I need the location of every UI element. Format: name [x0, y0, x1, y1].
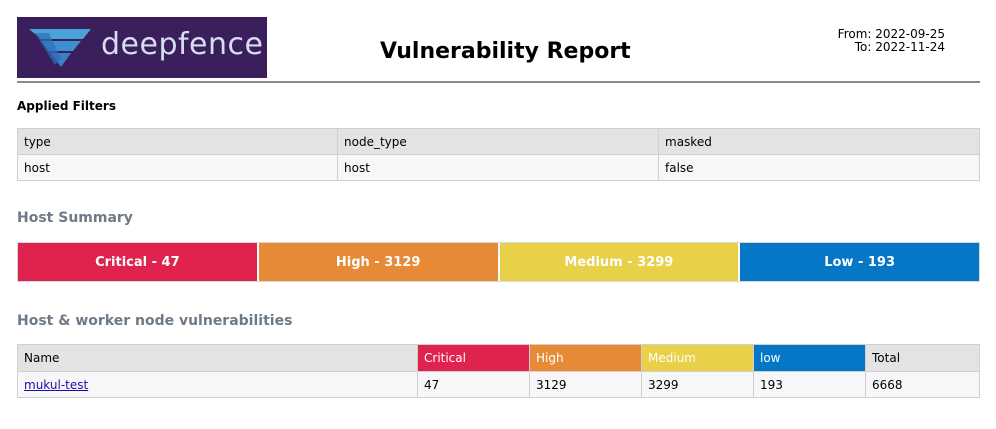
- col-low: low: [753, 344, 866, 372]
- col-critical: Critical: [417, 344, 530, 372]
- applied-filters-heading: Applied Filters: [17, 99, 116, 113]
- summary-low: Low - 193: [740, 243, 979, 281]
- low-count: 193: [753, 371, 866, 398]
- logo-text: deepfence: [101, 27, 264, 62]
- col-total: Total: [865, 344, 980, 372]
- node-vulnerabilities-table: Name Critical High Medium low Total muku…: [17, 344, 980, 398]
- node-vulnerabilities-heading: Host & worker node vulnerabilities: [17, 313, 293, 329]
- critical-count: 47: [417, 371, 530, 398]
- summary-medium: Medium - 3299: [499, 243, 741, 281]
- col-name: Name: [17, 344, 418, 372]
- node-name-cell: mukul-test: [17, 371, 418, 398]
- col-medium: Medium: [641, 344, 754, 372]
- filters-value-row: host host false: [17, 154, 980, 181]
- host-summary-bar: Critical - 47 High - 3129 Medium - 3299 …: [17, 242, 980, 282]
- date-to: To: 2022-11-24: [854, 40, 945, 54]
- deepfence-logo: deepfence: [17, 17, 267, 78]
- filter-col-type: type: [17, 128, 338, 155]
- total-count: 6668: [865, 371, 980, 398]
- filter-value-type: host: [17, 154, 338, 181]
- summary-high: High - 3129: [258, 243, 500, 281]
- filter-col-masked: masked: [658, 128, 980, 155]
- medium-count: 3299: [641, 371, 754, 398]
- report-header: deepfence Vulnerability Report From: 202…: [17, 17, 980, 83]
- date-range: From: 2022-09-25 To: 2022-11-24: [838, 28, 945, 54]
- nodes-header-row: Name Critical High Medium low Total: [17, 344, 980, 372]
- summary-critical: Critical - 47: [18, 243, 259, 281]
- high-count: 3129: [529, 371, 642, 398]
- filter-value-node-type: host: [337, 154, 659, 181]
- filter-col-node-type: node_type: [337, 128, 659, 155]
- col-high: High: [529, 344, 642, 372]
- node-name-link[interactable]: mukul-test: [24, 377, 89, 392]
- filters-header-row: type node_type masked: [17, 128, 980, 155]
- filter-value-masked: false: [658, 154, 980, 181]
- filters-table: type node_type masked host host false: [17, 128, 980, 181]
- deepfence-logo-icon: [29, 29, 91, 67]
- table-row: mukul-test 47 3129 3299 193 6668: [17, 371, 980, 398]
- page-title: Vulnerability Report: [380, 39, 631, 64]
- date-from: From: 2022-09-25: [837, 27, 945, 41]
- host-summary-heading: Host Summary: [17, 210, 133, 226]
